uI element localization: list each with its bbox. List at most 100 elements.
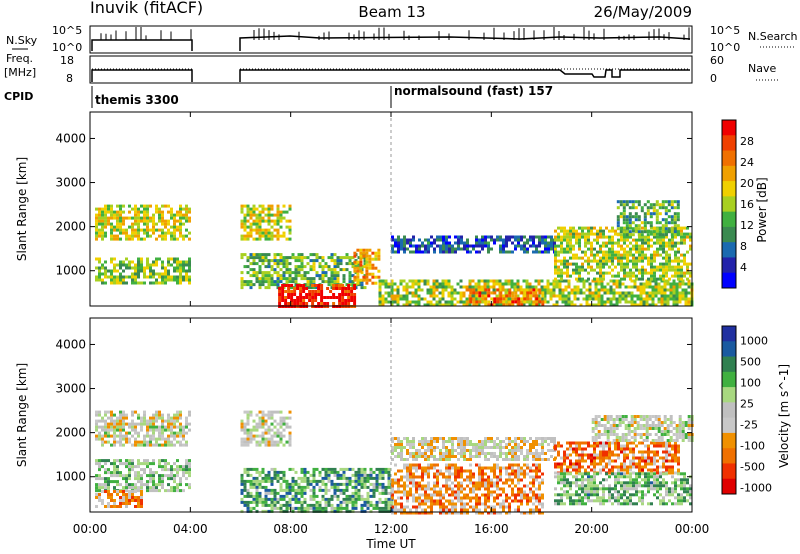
heatmap-cell — [255, 479, 259, 483]
heatmap-cell — [435, 294, 439, 298]
heatmap-cell — [267, 509, 271, 513]
heatmap-cell — [635, 244, 638, 248]
heatmap-cell — [95, 459, 98, 463]
heatmap-cell — [261, 470, 265, 474]
heatmap-cell — [279, 225, 283, 229]
heatmap-cell — [252, 500, 256, 504]
heatmap-cell — [432, 297, 436, 301]
heatmap-cell — [481, 443, 484, 446]
heatmap-cell — [659, 235, 662, 239]
heatmap-cell — [478, 508, 481, 512]
heatmap-cell — [566, 247, 569, 251]
heatmap-cell — [612, 279, 616, 283]
heatmap-cell — [282, 428, 286, 432]
heatmap-cell — [137, 416, 140, 420]
heatmap-cell — [638, 259, 641, 263]
heatmap-cell — [336, 509, 340, 513]
heatmap-cell — [369, 509, 373, 513]
heatmap-cell — [359, 269, 363, 273]
heatmap-cell — [560, 247, 563, 251]
heatmap-cell — [291, 280, 295, 284]
heatmap-cell — [282, 434, 286, 438]
heatmap-cell — [249, 253, 253, 257]
heatmap-cell — [360, 286, 364, 290]
heatmap-cell — [282, 277, 286, 281]
heatmap-cell — [430, 496, 433, 500]
heatmap-cell — [249, 207, 253, 211]
heatmap-cell — [170, 489, 173, 493]
heatmap-cell — [463, 502, 466, 506]
heatmap-cell — [653, 250, 656, 254]
heatmap-cell — [176, 431, 179, 435]
heatmap-cell — [122, 219, 125, 223]
heatmap-cell — [279, 416, 283, 420]
heatmap-cell — [182, 489, 185, 493]
heatmap-cell — [663, 279, 667, 283]
heatmap-cell — [387, 282, 391, 286]
heatmap-cell — [507, 282, 511, 286]
heatmap-cell — [567, 279, 571, 283]
heatmap-cell — [270, 234, 274, 238]
heatmap-cell — [611, 259, 614, 263]
heatmap-cell — [137, 505, 140, 508]
heatmap-cell — [448, 466, 451, 470]
heatmap-cell — [113, 499, 116, 502]
heatmap-cell — [128, 499, 131, 502]
heatmap-cell — [599, 226, 602, 230]
heatmap-cell — [496, 487, 499, 491]
heatmap-cell — [377, 251, 381, 255]
heatmap-cell — [487, 303, 491, 307]
heatmap-cell — [397, 496, 400, 500]
heatmap-cell — [179, 228, 182, 232]
heatmap-cell — [412, 511, 415, 515]
heatmap-cell — [381, 297, 385, 301]
heatmap-cell — [561, 294, 565, 298]
heatmap-cell — [578, 271, 581, 275]
heatmap-cell — [282, 271, 286, 275]
heatmap-cell — [287, 293, 291, 296]
heatmap-cell — [493, 452, 496, 455]
heatmap-cell — [246, 509, 250, 513]
heatmap-cell — [402, 294, 406, 298]
heatmap-cell — [261, 259, 265, 263]
heatmap-cell — [381, 279, 385, 283]
heatmap-cell — [415, 244, 418, 248]
heatmap-cell — [433, 458, 436, 461]
heatmap-cell — [588, 288, 592, 292]
heatmap-cell — [439, 247, 442, 251]
heatmap-cell — [179, 216, 182, 220]
heatmap-cell — [575, 265, 578, 269]
heatmap-cell — [351, 274, 355, 278]
heatmap-cell — [686, 277, 689, 281]
heatmap-cell — [659, 274, 662, 278]
heatmap-cell — [409, 250, 412, 254]
heatmap-cell — [466, 484, 469, 488]
heatmap-cell — [554, 247, 557, 251]
heatmap-cell — [460, 472, 463, 476]
heatmap-cell — [270, 503, 274, 507]
heatmap-cell — [279, 437, 283, 441]
heatmap-cell — [330, 280, 334, 284]
heatmap-cell — [125, 462, 128, 466]
heatmap-cell — [511, 490, 514, 494]
heatmap-cell — [264, 253, 268, 257]
heatmap-cell — [538, 484, 541, 488]
heatmap-cell — [636, 297, 640, 301]
heatmap-cell — [646, 230, 650, 234]
heatmap-cell — [681, 294, 685, 298]
heatmap-cell — [122, 493, 125, 496]
heatmap-cell — [412, 446, 415, 449]
heatmap-cell — [490, 466, 493, 470]
heatmap-cell — [267, 503, 271, 507]
heatmap-cell — [240, 283, 244, 287]
heatmap-cell — [315, 271, 319, 275]
heatmap-cell — [354, 503, 358, 507]
heatmap-cell — [170, 465, 173, 469]
heatmap-cell — [517, 466, 520, 470]
heatmap-cell — [137, 440, 140, 444]
heatmap-cell — [659, 277, 662, 281]
heatmap-cell — [642, 288, 646, 292]
heatmap-cell — [308, 299, 312, 302]
heatmap-cell — [405, 285, 409, 289]
heatmap-cell — [481, 446, 484, 449]
